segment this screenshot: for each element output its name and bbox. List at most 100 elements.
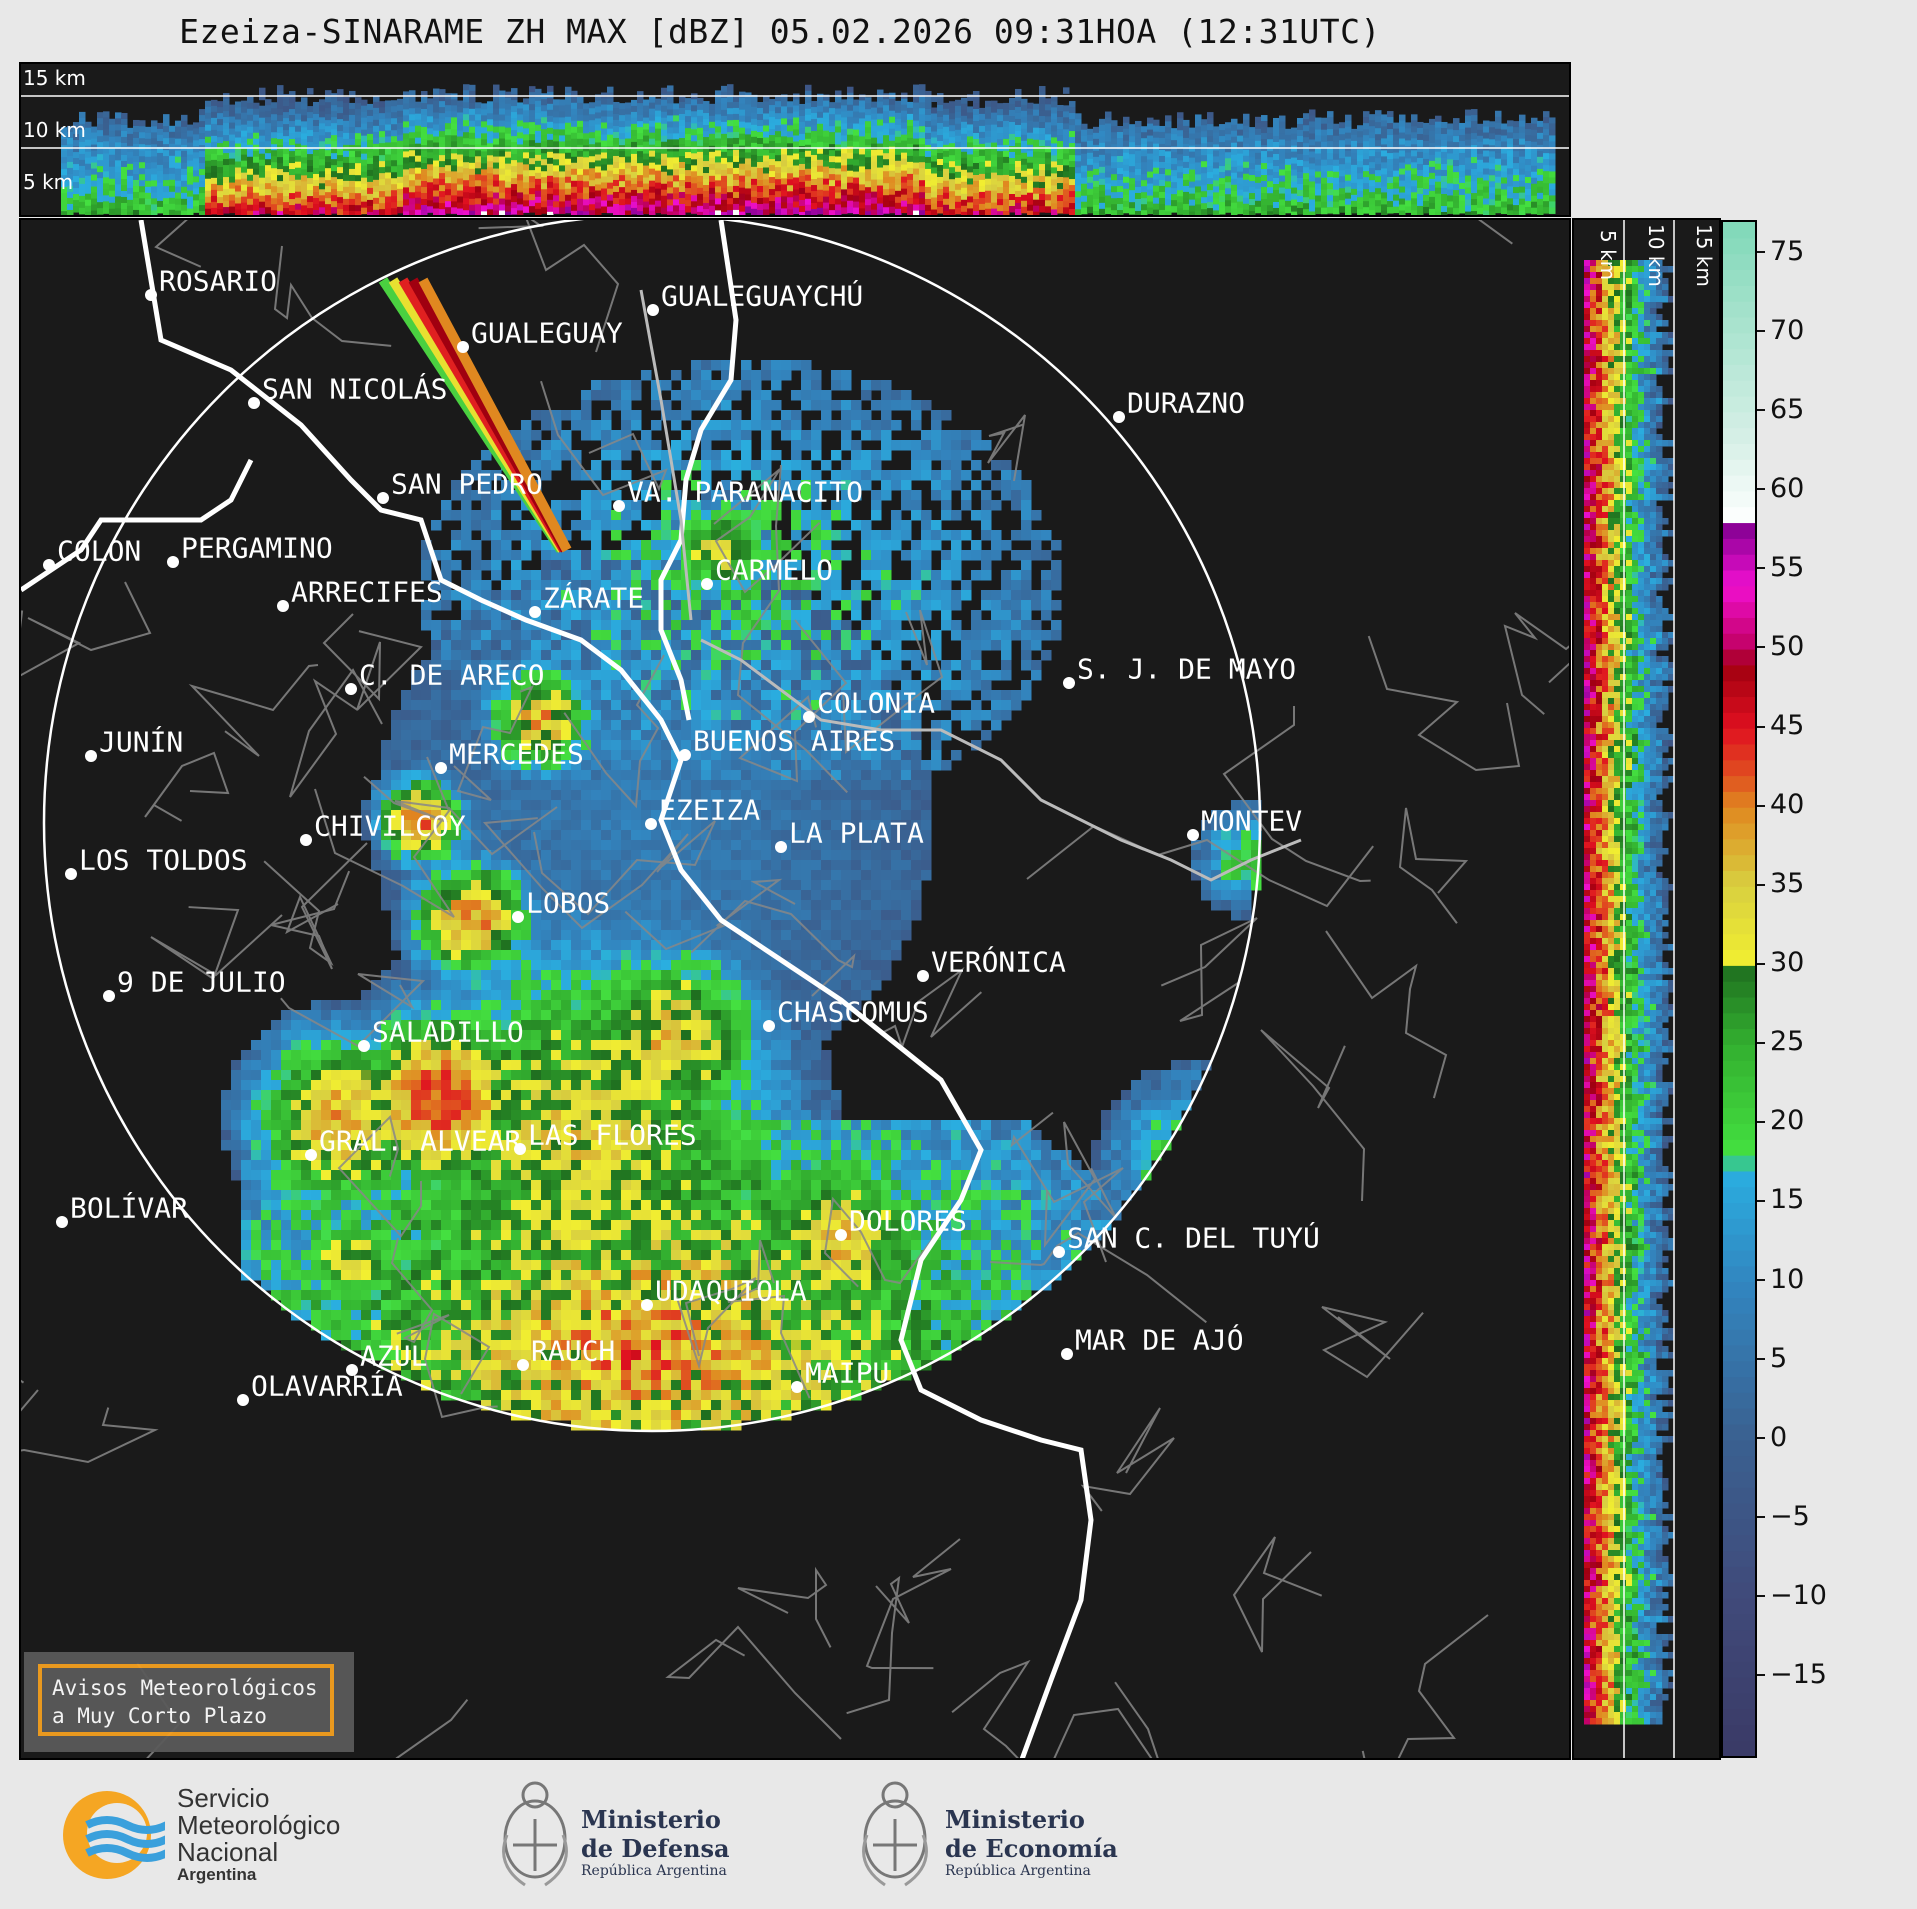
city-marker	[701, 578, 713, 590]
city-marker	[1063, 677, 1075, 689]
colorbar-tick-label: 50	[1756, 631, 1804, 662]
city-marker	[775, 841, 787, 853]
colorbar-tick-label: 15	[1756, 1184, 1804, 1215]
city-label: RAUCH	[531, 1334, 616, 1368]
city-label: GUALEGUAYCHÚ	[661, 279, 864, 313]
smn-line-1: Servicio	[177, 1783, 270, 1813]
city-marker	[85, 750, 97, 762]
colorbar-tick-label: −5	[1757, 1501, 1810, 1532]
colorbar-tick-label: 25	[1756, 1026, 1804, 1057]
top-cross-section-echo	[21, 84, 1569, 215]
city-marker	[167, 556, 179, 568]
coat-of-arms-icon	[862, 1781, 928, 1887]
city-marker	[145, 289, 157, 301]
city-marker	[803, 711, 815, 723]
city-label: MAR DE AJÓ	[1075, 1323, 1244, 1357]
radar-map-panel[interactable]: ROSARIO GUALEGUAYCHÚ GUALEGUAY SAN NICOLÁS D…	[19, 218, 1571, 1760]
city-label: CHASCOMUS	[777, 995, 929, 1029]
colorbar-tick-label: 65	[1756, 394, 1804, 425]
city-marker	[56, 1216, 68, 1228]
alert-line-1: Avisos Meteorológicos	[52, 1676, 318, 1700]
colorbar-tick-label: 60	[1756, 473, 1804, 504]
top-cross-section-panel: 15 km 10 km 5 km	[19, 62, 1571, 217]
city-label: VA. PARANACITO	[627, 475, 864, 509]
city-label: COLON	[57, 534, 142, 568]
colorbar-tick-label: 40	[1756, 789, 1804, 820]
city-marker	[43, 559, 55, 571]
city-label: DURAZNO	[1127, 386, 1246, 420]
colorbar-tick-label: 75	[1756, 236, 1804, 267]
chart-title: Ezeiza-SINARAME ZH MAX [dBZ] 05.02.2026 …	[179, 12, 1381, 51]
coastline-and-rivers	[21, 220, 1094, 1758]
city-marker	[791, 1381, 803, 1393]
city-marker	[305, 1149, 317, 1161]
city-label: UDAQUIOLA	[655, 1274, 807, 1308]
colorbar-tick-label: 45	[1756, 710, 1804, 741]
city-label: CARMELO	[715, 553, 834, 587]
city-label: MONTEV	[1201, 804, 1303, 838]
city-label: BOLÍVAR	[70, 1191, 189, 1225]
city-marker	[641, 1299, 653, 1311]
city-label: SAN NICOLÁS	[262, 372, 448, 406]
city-label: EZEIZA	[659, 793, 761, 827]
smn-emblem-icon	[63, 1791, 165, 1879]
smn-logo: Servicio Meteorológico Nacional Argentin…	[55, 1785, 395, 1885]
city-marker	[248, 397, 260, 409]
city-marker	[65, 868, 77, 880]
alert-legend-box[interactable]: Avisos Meteorológicos a Muy Corto Plazo	[24, 1652, 354, 1752]
city-marker	[346, 1364, 358, 1376]
city-label: PERGAMINO	[181, 531, 333, 565]
smn-line-3: Nacional	[177, 1837, 279, 1867]
city-marker	[835, 1229, 847, 1241]
city-label: MERCEDES	[449, 737, 584, 771]
city-label: BUENOS AIRES	[693, 724, 896, 758]
city-marker	[917, 970, 929, 982]
colorbar-tick-label: −15	[1757, 1659, 1827, 1690]
city-marker	[1053, 1246, 1065, 1258]
city-label: DOLORES	[849, 1204, 968, 1238]
city-label: GRAL. ALVEAR	[319, 1124, 522, 1158]
city-marker	[103, 990, 115, 1002]
city-marker	[645, 818, 657, 830]
side-height-label-10km: 10 km	[1644, 224, 1668, 287]
colorbar-tick-label: 20	[1756, 1105, 1804, 1136]
economia-line-2: de Economía	[945, 1834, 1118, 1863]
city-label: ARRECIFES	[291, 575, 443, 609]
city-marker	[1061, 1348, 1073, 1360]
city-marker	[277, 600, 289, 612]
economia-line-3: República Argentina	[945, 1863, 1091, 1879]
colorbar-tick-label: 10	[1756, 1264, 1804, 1295]
city-marker	[237, 1394, 249, 1406]
city-marker	[435, 762, 447, 774]
coat-of-arms-icon	[502, 1781, 568, 1887]
city-label: JUNÍN	[99, 725, 184, 759]
smn-line-4: Argentina	[177, 1865, 257, 1884]
city-label: COLONIA	[817, 686, 936, 720]
city-label: S. J. DE MAYO	[1077, 652, 1297, 686]
city-marker	[377, 492, 389, 504]
city-marker	[647, 304, 659, 316]
city-label: OLAVARRÍA	[251, 1369, 403, 1403]
defensa-line-1: Ministerio	[581, 1805, 721, 1834]
economia-logo: Ministerio de Economía República Argenti…	[855, 1775, 1135, 1895]
city-marker	[679, 749, 691, 761]
city-marker	[517, 1359, 529, 1371]
colorbar-tick-label: 35	[1756, 868, 1804, 899]
colorbar-tick-label: −10	[1757, 1580, 1827, 1611]
city-label: LOBOS	[526, 886, 611, 920]
city-marker	[300, 834, 312, 846]
side-cross-section-echo	[1584, 220, 1675, 1758]
city-marker	[613, 500, 625, 512]
city-marker	[529, 606, 541, 618]
dbz-colorbar	[1721, 220, 1757, 1758]
side-height-label-15km: 15 km	[1692, 224, 1716, 287]
city-label: CHIVILCOY	[314, 809, 466, 843]
interference-spike	[378, 277, 572, 553]
city-marker	[1187, 829, 1199, 841]
city-label: C. DE ARECO	[359, 658, 545, 692]
city-label: SAN PEDRO	[391, 467, 543, 501]
city-marker	[512, 911, 524, 923]
city-label: MAIPU	[805, 1356, 890, 1390]
city-label: 9 DE JULIO	[117, 965, 286, 999]
colorbar-tick-label: 5	[1756, 1343, 1787, 1374]
